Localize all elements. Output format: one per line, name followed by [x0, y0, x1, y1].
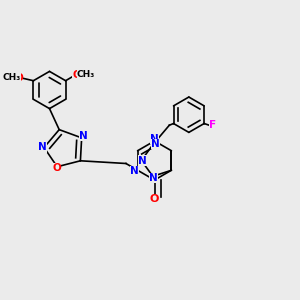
Text: N: N	[139, 155, 147, 166]
Text: CH₃: CH₃	[77, 70, 95, 79]
Text: O: O	[14, 73, 23, 83]
Text: N: N	[150, 134, 159, 144]
Text: N: N	[151, 139, 160, 149]
Text: F: F	[209, 120, 216, 130]
Text: O: O	[52, 163, 61, 173]
Text: N: N	[149, 173, 158, 183]
Text: O: O	[72, 70, 81, 80]
Text: N: N	[79, 131, 88, 141]
Text: O: O	[150, 194, 159, 204]
Text: N: N	[130, 166, 139, 176]
Text: N: N	[38, 142, 47, 152]
Text: CH₃: CH₃	[2, 73, 21, 82]
